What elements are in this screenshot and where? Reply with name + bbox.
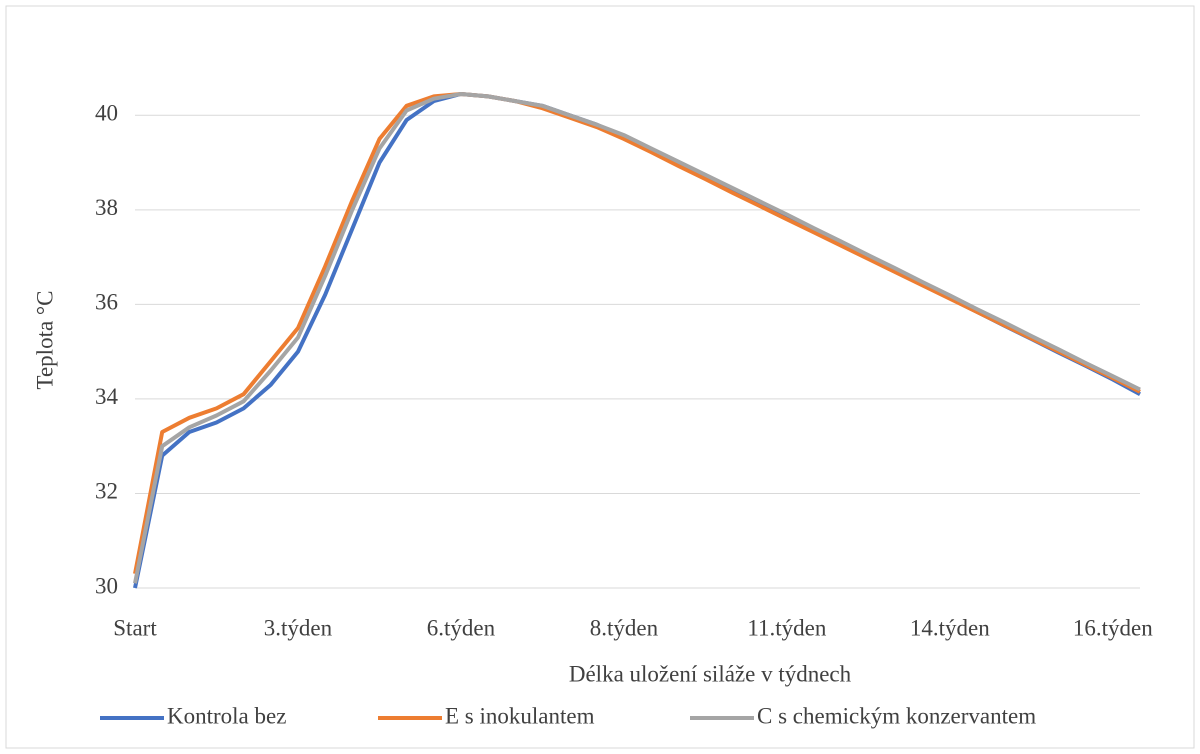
- legend-label: Kontrola bez: [167, 703, 286, 728]
- y-tick-label: 36: [95, 290, 118, 315]
- y-tick-label: 34: [95, 384, 119, 409]
- x-tick-label: 6.týden: [427, 615, 496, 640]
- x-tick-label: 16.týden: [1073, 615, 1153, 640]
- x-tick-label: 11.týden: [747, 615, 826, 640]
- y-tick-label: 32: [95, 479, 118, 504]
- y-tick-label: 30: [95, 573, 118, 598]
- series-line: [133, 92, 1141, 584]
- x-tick-label: 8.týden: [590, 615, 659, 640]
- y-tick-label: 40: [95, 101, 118, 126]
- legend-label: C s chemickým konzervantem: [757, 703, 1036, 728]
- x-tick-label: 3.týden: [264, 615, 333, 640]
- x-tick-label: 14.týden: [910, 615, 990, 640]
- y-axis-title: Teplota °C: [32, 291, 57, 390]
- series-line: [133, 92, 1141, 575]
- x-axis-title: Délka uložení siláže v týdnech: [569, 661, 852, 686]
- x-tick-label: Start: [113, 615, 157, 640]
- legend-label: E s inokulantem: [445, 703, 595, 728]
- y-tick-label: 38: [95, 195, 118, 220]
